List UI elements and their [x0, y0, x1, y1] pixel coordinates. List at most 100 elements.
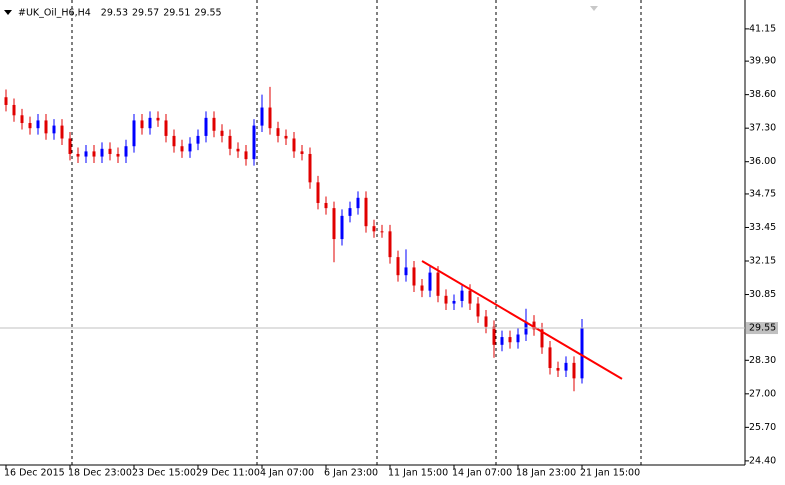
candle-body [324, 202, 328, 209]
candle-body [572, 362, 576, 379]
candle-body [268, 107, 272, 129]
symbol: #UK_Oil_H6,H4 [18, 8, 91, 19]
candle-body [476, 303, 480, 317]
candle-body [452, 300, 456, 304]
candle-body [436, 272, 440, 296]
candle-body [124, 146, 128, 157]
candle-body [84, 151, 88, 157]
x-tick-label: 29 Dec 11:00 [196, 468, 260, 479]
candle-body [156, 117, 160, 121]
x-tick-label: 18 Dec 23:00 [68, 468, 132, 479]
y-tick-label: 38.60 [749, 89, 776, 100]
candle-body [404, 267, 408, 276]
candle-body [516, 334, 520, 343]
y-tick-label: 28.30 [749, 355, 776, 366]
candle-body [532, 321, 536, 330]
candle-body [68, 138, 72, 154]
candle-body [60, 125, 64, 139]
x-tick-label: 11 Jan 15:00 [388, 468, 448, 479]
candle-body [380, 231, 384, 233]
x-tick-label: 18 Jan 23:00 [516, 468, 576, 479]
candle-body [428, 272, 432, 291]
candle-body [284, 135, 288, 139]
x-tick-label: 23 Dec 15:00 [132, 468, 196, 479]
candle-body [180, 146, 184, 152]
y-tick-label: 36.00 [749, 156, 776, 167]
y-tick-label: 27.00 [749, 388, 776, 399]
y-tick-label: 39.90 [749, 56, 776, 67]
high-value: 29.57 [132, 8, 159, 19]
x-tick-label: 16 Dec 2015 [4, 468, 65, 479]
open-value: 29.53 [101, 8, 128, 19]
y-tick-label: 30.85 [749, 289, 776, 300]
candle-body [148, 117, 152, 129]
y-tick-label: 37.30 [749, 123, 776, 134]
candle-body [196, 135, 200, 144]
candle-body [52, 125, 56, 134]
candle-body [308, 153, 312, 183]
candle-body [100, 148, 104, 157]
candle-body [300, 151, 304, 154]
candle-body [172, 135, 176, 147]
candle-body [348, 208, 352, 216]
candle-body [76, 153, 80, 157]
menu-arrow[interactable] [4, 10, 12, 15]
candle-body [540, 329, 544, 348]
candle-body [420, 285, 424, 291]
candle-body [292, 138, 296, 152]
candle-body [316, 182, 320, 203]
candle-body [204, 117, 208, 136]
candle-body [236, 148, 240, 152]
low-value: 29.51 [163, 8, 190, 19]
candle-body [4, 97, 8, 105]
candle-body [460, 290, 464, 301]
candle-body [468, 290, 472, 304]
candle-body [108, 148, 112, 154]
x-tick-label: 14 Jan 07:00 [452, 468, 512, 479]
x-tick-label: 4 Jan 07:00 [260, 468, 314, 479]
candle-body [364, 197, 368, 227]
candle-body [500, 337, 504, 345]
y-tick-label: 33.45 [749, 222, 776, 233]
candle-body [492, 326, 496, 345]
candle-body [220, 130, 224, 136]
x-tick-label: 21 Jan 15:00 [580, 468, 640, 479]
candle-body [140, 120, 144, 129]
current-price-box [746, 322, 778, 335]
candle-body [252, 125, 256, 160]
candle-body [548, 347, 552, 369]
y-tick-label: 41.15 [749, 23, 776, 34]
trendline [421, 260, 623, 380]
candle-body [484, 316, 488, 327]
candle-body [132, 120, 136, 147]
y-tick-label: 24.40 [749, 455, 776, 466]
candle-body [244, 151, 248, 160]
candle-body [92, 151, 96, 157]
close-value: 29.55 [194, 8, 221, 19]
candle-body [356, 197, 360, 209]
candle-body [396, 257, 400, 276]
candle-body [28, 123, 32, 129]
candle-body [332, 208, 336, 240]
candle-body [388, 231, 392, 258]
y-tick-label: 25.70 [749, 422, 776, 433]
candle-body [444, 295, 448, 304]
candle-body [556, 368, 560, 371]
candle-body [44, 120, 48, 134]
candle-body [276, 128, 280, 136]
candle-body [12, 104, 16, 116]
x-tick-label: 6 Jan 23:00 [324, 468, 378, 479]
candle-body [116, 153, 120, 157]
candle-body [340, 215, 344, 240]
y-tick-label: 32.15 [749, 255, 776, 266]
candle-body [508, 337, 512, 343]
candle-body [188, 143, 192, 152]
candle-body [228, 135, 232, 149]
candle-body [412, 267, 416, 286]
candle-body [164, 120, 168, 136]
candle-body [580, 328, 584, 379]
candle-body [260, 107, 264, 126]
candle-body [564, 362, 568, 371]
